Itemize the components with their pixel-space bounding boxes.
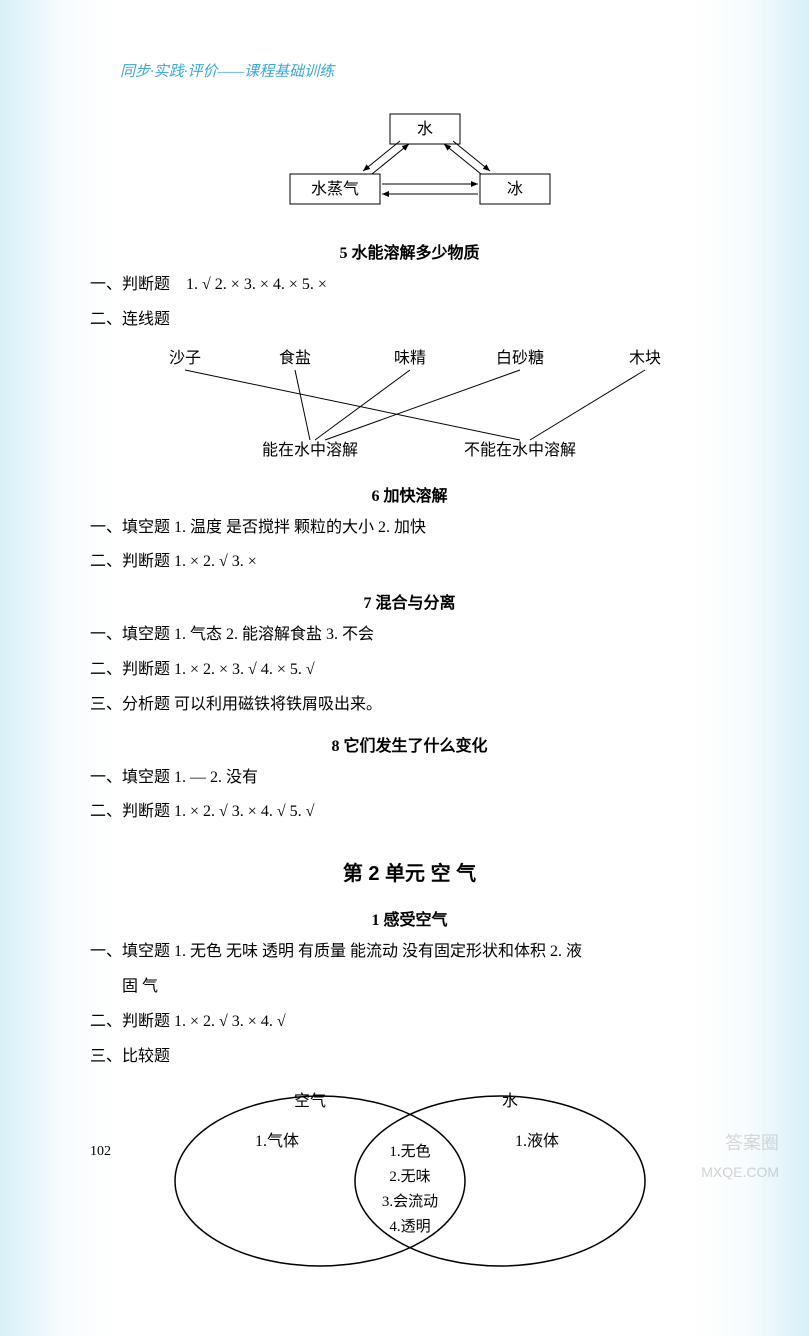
svg-text:空气: 空气	[293, 1092, 325, 1110]
unit2-sec1-q1b: 固 气	[122, 973, 729, 1002]
header-text: 同步·实践·评价——课程基础训练	[120, 64, 334, 80]
venn-diagram: 空气 水 1.气体 1.液体 1.无色 2.无味 3.会流动 4.透明	[90, 1081, 729, 1286]
svg-text:水: 水	[501, 1092, 517, 1110]
sec5-q1: 一、判断题 1. √ 2. × 3. × 4. × 5. ×	[90, 271, 729, 300]
svg-text:白砂糖: 白砂糖	[495, 349, 543, 367]
svg-text:3.会流动: 3.会流动	[381, 1193, 437, 1210]
svg-text:4.透明: 4.透明	[389, 1218, 430, 1235]
svg-text:不能在水中溶解: 不能在水中溶解	[463, 441, 575, 459]
svg-text:木块: 木块	[628, 349, 660, 367]
venn-svg: 空气 水 1.气体 1.液体 1.无色 2.无味 3.会流动 4.透明	[120, 1081, 700, 1281]
sec8-q1: 一、填空题 1. — 2. 没有	[90, 764, 729, 793]
sec6-q1: 一、填空题 1. 温度 是否搅拌 颗粒的大小 2. 加快	[90, 514, 729, 543]
matching-svg: 沙子 食盐 味精 白砂糖 木块 能在水中溶解 不能在水中溶解	[100, 345, 720, 465]
svg-text:能在水中溶解: 能在水中溶解	[261, 441, 357, 459]
unit2-sec1-q2: 二、判断题 1. × 2. √ 3. × 4. √	[90, 1008, 729, 1037]
sec7-q1: 一、填空题 1. 气态 2. 能溶解食盐 3. 不会	[90, 621, 729, 650]
matching-diagram: 沙子 食盐 味精 白砂糖 木块 能在水中溶解 不能在水中溶解	[90, 345, 729, 470]
sec7-title: 7 混合与分离	[90, 589, 729, 613]
svg-text:沙子: 沙子	[168, 349, 200, 367]
sec8-q2: 二、判断题 1. × 2. √ 3. × 4. √ 5. √	[90, 798, 729, 827]
node-ice: 冰	[506, 180, 522, 198]
sec7-q3: 三、分析题 可以利用磁铁将铁屑吸出来。	[90, 691, 729, 720]
watermark-url: MXQE.COM	[701, 1164, 779, 1180]
unit2-sec1-title: 1 感受空气	[90, 906, 729, 930]
svg-text:食盐: 食盐	[278, 349, 310, 367]
svg-text:1.气体: 1.气体	[255, 1132, 299, 1150]
unit2-sec1-q3: 三、比较题	[90, 1043, 729, 1072]
unit2-title: 第 2 单元 空 气	[90, 857, 729, 886]
svg-text:1.无色: 1.无色	[389, 1143, 430, 1160]
unit2-sec1-q1a: 一、填空题 1. 无色 无味 透明 有质量 能流动 没有固定形状和体积 2. 液	[90, 938, 729, 967]
water-states-flowchart: 水 水蒸气 冰	[90, 99, 729, 224]
sec7-q2: 二、判断题 1. × 2. × 3. √ 4. × 5. √	[90, 656, 729, 685]
page-header: 同步·实践·评价——课程基础训练	[120, 60, 729, 81]
sec6-title: 6 加快溶解	[90, 482, 729, 506]
svg-text:2.无味: 2.无味	[389, 1168, 430, 1185]
svg-text:味精: 味精	[393, 349, 425, 367]
svg-text:1.液体: 1.液体	[515, 1132, 559, 1150]
page-number: 102	[90, 1144, 111, 1160]
node-water: 水	[416, 120, 432, 138]
node-vapor: 水蒸气	[310, 180, 358, 198]
sec8-title: 8 它们发生了什么变化	[90, 732, 729, 756]
watermark-cn: 答案圈	[725, 1129, 779, 1155]
flowchart-svg: 水 水蒸气 冰	[160, 99, 660, 219]
sec6-q2: 二、判断题 1. × 2. √ 3. ×	[90, 548, 729, 577]
sec5-q2-label: 二、连线题	[90, 306, 729, 335]
sec5-title: 5 水能溶解多少物质	[90, 239, 729, 263]
